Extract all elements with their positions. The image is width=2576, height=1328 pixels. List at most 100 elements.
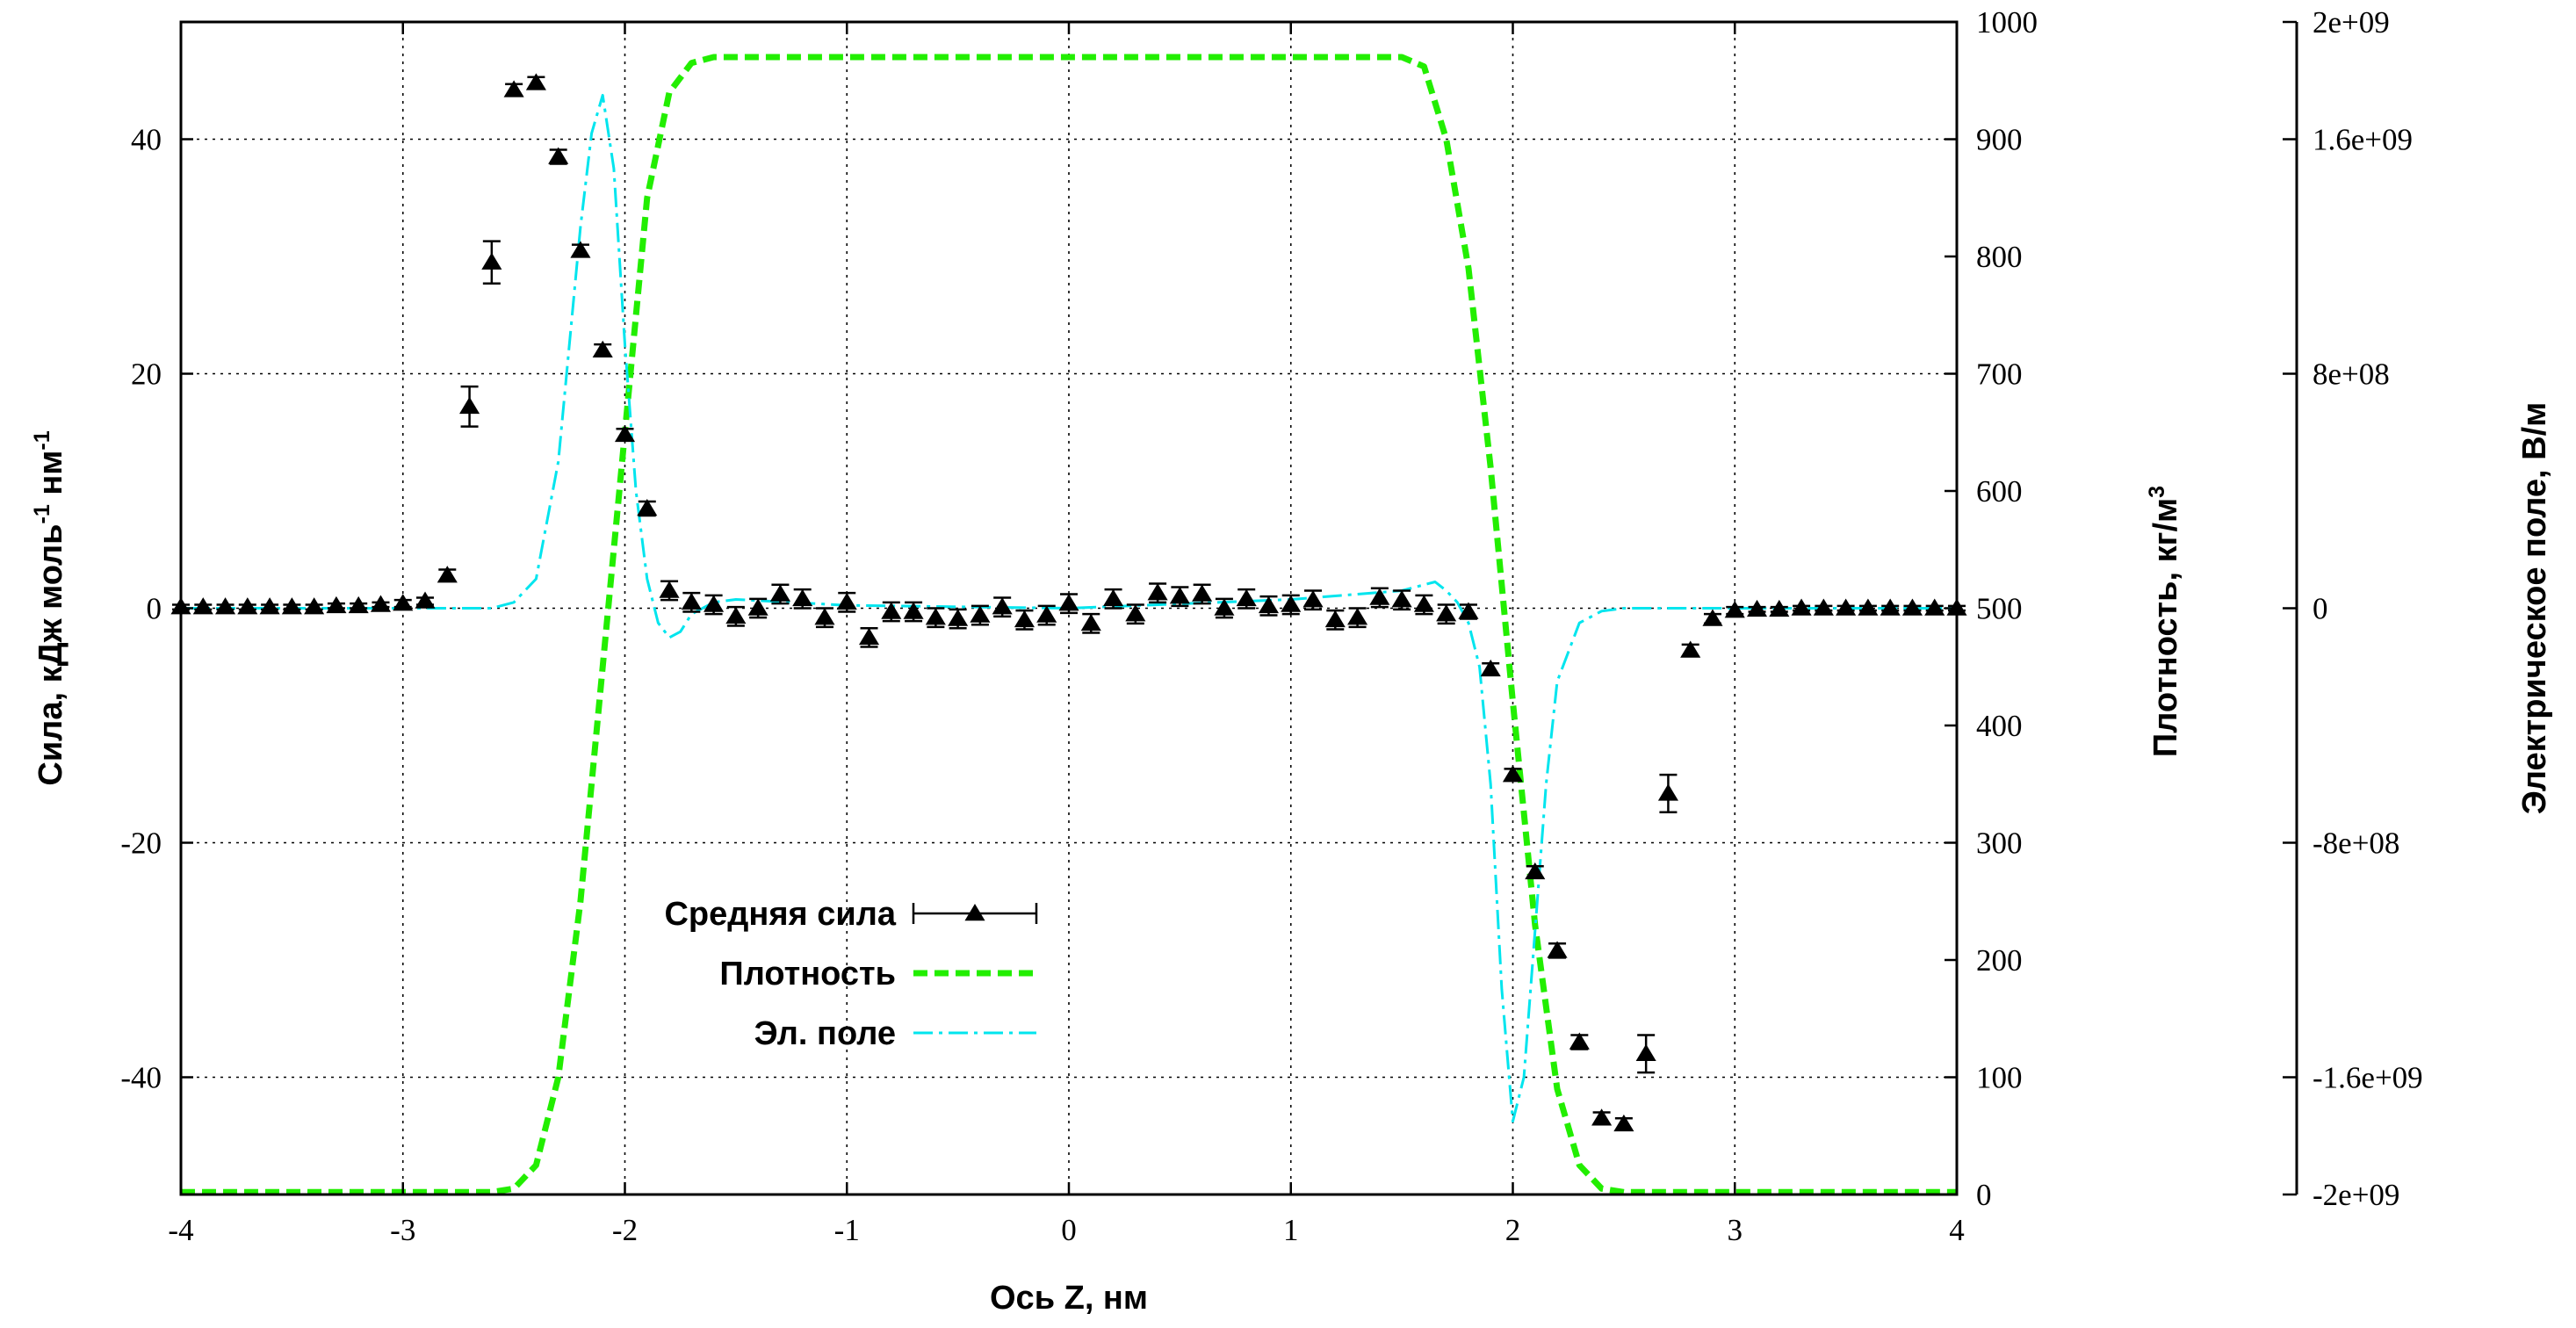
- force-marker: [725, 606, 747, 624]
- force-point: [858, 626, 880, 648]
- force-marker: [1635, 1043, 1656, 1062]
- force-point: [1302, 589, 1324, 611]
- y-efield-axis-title: Электрическое поле, В/м: [2516, 402, 2553, 815]
- force-point: [570, 241, 591, 258]
- force-point: [1836, 598, 1857, 616]
- force-marker: [459, 396, 480, 415]
- force-marker: [1924, 598, 1945, 616]
- legend-swatch-force: [912, 903, 1038, 924]
- y-left-tick-label: 20: [131, 357, 162, 392]
- force-marker: [1702, 609, 1723, 626]
- force-marker: [704, 595, 725, 612]
- force-point: [1724, 601, 1745, 618]
- force-point: [681, 591, 702, 613]
- y-density-axis-title: Плотность, кг/м3: [2145, 486, 2184, 757]
- force-marker: [570, 241, 591, 258]
- force-marker: [747, 598, 768, 616]
- force-marker: [1769, 599, 1790, 617]
- force-marker: [1103, 588, 1124, 607]
- force-marker: [1036, 605, 1057, 623]
- force-point: [215, 597, 236, 615]
- force-point: [792, 588, 813, 610]
- force-point: [1769, 599, 1790, 617]
- force-point: [481, 240, 502, 285]
- force-point: [1458, 602, 1479, 620]
- force-marker: [1125, 604, 1146, 622]
- force-marker: [281, 597, 302, 615]
- force-point: [1125, 603, 1146, 625]
- force-point: [903, 601, 924, 623]
- force-point: [281, 597, 302, 615]
- force-marker: [1480, 659, 1501, 677]
- force-marker: [326, 595, 347, 614]
- force-point: [1680, 640, 1701, 658]
- force-point: [1613, 1114, 1634, 1132]
- force-marker: [1147, 583, 1168, 601]
- force-point: [437, 566, 458, 583]
- force-point: [836, 591, 857, 613]
- force-marker: [1347, 608, 1368, 625]
- force-marker: [592, 340, 613, 358]
- force-marker: [970, 605, 991, 623]
- force-marker: [1591, 1108, 1613, 1126]
- force-point: [1258, 595, 1280, 617]
- force-point: [1547, 941, 1568, 959]
- force-point: [1413, 594, 1434, 616]
- force-marker: [192, 597, 213, 615]
- y-efield-tick-label: -2e+09: [2313, 1178, 2399, 1212]
- force-point: [814, 607, 835, 629]
- y-density-tick-label: 800: [1976, 240, 2023, 274]
- y-density-tick-label: 900: [1976, 123, 2023, 157]
- y-density-tick-label: 400: [1976, 709, 2023, 743]
- x-tick-label: 4: [1949, 1213, 1965, 1247]
- force-point: [1702, 609, 1723, 626]
- force-marker: [992, 597, 1013, 615]
- force-marker: [1880, 598, 1901, 616]
- force-point: [659, 580, 680, 602]
- force-marker: [1813, 598, 1834, 616]
- y-left-title-mid: нм: [32, 451, 69, 505]
- force-marker: [215, 597, 236, 615]
- force-point: [992, 596, 1013, 618]
- force-point: [1391, 589, 1412, 611]
- force-point: [592, 340, 613, 358]
- force-marker: [548, 147, 569, 164]
- legend-label-force: Средняя сила: [664, 896, 896, 933]
- y-density-tick-label: 500: [1976, 592, 2023, 626]
- y-density-tick-label: 1000: [1976, 5, 2038, 40]
- force-point: [1813, 598, 1834, 616]
- force-point: [393, 594, 414, 611]
- force-point: [1169, 586, 1190, 608]
- force-point: [1924, 598, 1945, 616]
- force-point: [1880, 598, 1901, 616]
- force-marker: [1746, 599, 1768, 617]
- force-point: [614, 424, 636, 443]
- force-marker: [415, 591, 436, 609]
- force-marker: [614, 424, 636, 443]
- force-marker: [393, 594, 414, 611]
- force-point: [1858, 598, 1879, 616]
- y-left-tick-label: -20: [120, 826, 162, 861]
- x-tick-label: 0: [1061, 1213, 1077, 1247]
- y-left-title-sup1: -1: [30, 504, 54, 523]
- force-point: [1502, 765, 1524, 783]
- force-point: [1436, 603, 1457, 625]
- force-marker: [1369, 588, 1390, 605]
- y-density-title-sup: 3: [2145, 486, 2169, 498]
- y-density-tick-label: 300: [1976, 826, 2023, 861]
- force-marker: [948, 609, 969, 626]
- force-point: [1192, 583, 1213, 605]
- force-point: [1147, 582, 1168, 604]
- force-marker: [1258, 595, 1280, 614]
- force-marker: [1281, 595, 1302, 612]
- force-marker: [1791, 598, 1812, 616]
- force-marker: [1613, 1114, 1634, 1132]
- y-density-tick-label: 100: [1976, 1061, 2023, 1095]
- force-marker: [1502, 765, 1524, 783]
- force-point: [1103, 588, 1124, 610]
- y-efield-tick-label: -1.6e+09: [2313, 1061, 2423, 1095]
- y-left-axis-title: Сила, кДж моль-1 нм-1: [30, 430, 69, 785]
- force-marker: [1458, 602, 1479, 619]
- force-point: [1324, 609, 1346, 631]
- force-point: [459, 385, 480, 428]
